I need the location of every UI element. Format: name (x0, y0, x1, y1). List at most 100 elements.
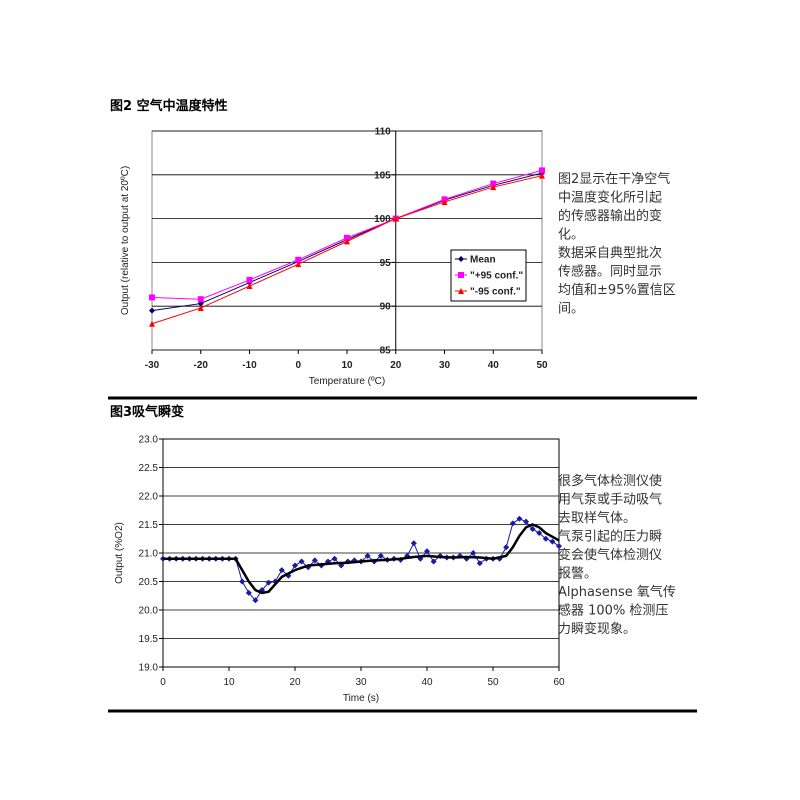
x-tick-label: 60 (553, 677, 565, 688)
marker (292, 562, 298, 569)
marker (556, 543, 562, 550)
description-line: 图2显示在干净空气 (558, 171, 670, 187)
y-tick-label: 105 (374, 170, 391, 181)
marker (298, 558, 305, 565)
description-line: 传感器。同时显示 (558, 264, 662, 280)
marker (458, 272, 464, 278)
marker (331, 555, 338, 562)
marker (149, 294, 155, 301)
description-line: 报警。 (558, 566, 597, 582)
marker (458, 288, 464, 294)
y-tick-label: 21.0 (139, 549, 159, 560)
description-line: 去取样气体。 (558, 510, 636, 526)
marker (503, 544, 510, 551)
x-tick-label: 40 (421, 677, 433, 688)
y-tick-label: 22.5 (139, 463, 159, 474)
marker (549, 538, 556, 545)
marker (278, 567, 285, 574)
y-tick-label: 90 (380, 302, 392, 313)
marker (239, 578, 246, 585)
x-tick-label: 30 (439, 360, 451, 371)
marker (539, 172, 545, 179)
description-line: 很多气体检测仪使 (558, 473, 662, 489)
x-tick-label: -20 (194, 360, 209, 371)
description-line: 用气泵或手动吸气 (558, 492, 662, 508)
marker (470, 550, 477, 556)
x-tick-label: 0 (160, 677, 166, 688)
description-line: 气泵引起的压力瞬 (558, 529, 662, 545)
marker (265, 579, 272, 586)
x-axis-label: Temperature (ºC) (309, 376, 385, 387)
x-tick-label: 50 (487, 677, 499, 688)
y-tick-label: 23.0 (139, 435, 159, 446)
y-axis-label: Output (relative to output at 20ºC) (120, 166, 131, 315)
description-line: 间。 (558, 302, 584, 317)
y-tick-label: 21.5 (139, 520, 159, 531)
series-line (163, 523, 560, 595)
description-line: 化。 (558, 228, 584, 243)
description-line: 数据采自典型批次 (558, 245, 662, 261)
marker (490, 180, 497, 187)
chart-title: 图3吸气瞬变 (110, 404, 184, 420)
y-tick-label: 19.0 (139, 663, 159, 674)
y-axis-label: Output (%O2) (114, 522, 125, 584)
x-tick-label: 20 (289, 677, 301, 688)
description-line: 均值和±95%置信区 (558, 282, 676, 298)
description-line: Alphasense 氧气传 (558, 584, 676, 600)
marker (344, 238, 350, 245)
marker (458, 256, 464, 262)
marker (539, 167, 545, 174)
description-line: 感器 100% 检测压 (558, 603, 668, 619)
marker (441, 198, 448, 205)
legend-label: Mean (470, 255, 496, 266)
marker (364, 552, 371, 559)
y-tick-label: 110 (375, 127, 392, 138)
marker (245, 589, 252, 596)
y-tick-label: 19.5 (139, 634, 159, 645)
chart-title: 图2 空气中温度特性 (110, 98, 228, 114)
y-tick-label: 22.0 (139, 492, 159, 503)
marker (149, 320, 155, 327)
x-tick-label: 30 (355, 677, 367, 688)
x-tick-label: 50 (536, 360, 548, 371)
y-tick-label: 85 (380, 346, 392, 357)
y-tick-label: 100 (374, 214, 391, 225)
marker (523, 518, 529, 525)
y-tick-label: 20.0 (139, 606, 159, 617)
description-line: 中温度变化所引起 (558, 190, 662, 206)
x-tick-label: 20 (390, 360, 402, 371)
x-tick-label: -30 (145, 360, 160, 371)
marker (344, 234, 350, 241)
marker (529, 526, 536, 533)
x-tick-label: 40 (488, 360, 500, 371)
x-axis-label: Time (s) (343, 693, 379, 704)
marker (197, 296, 204, 303)
marker (295, 256, 302, 263)
marker (536, 530, 543, 537)
marker (476, 560, 483, 567)
marker (246, 283, 253, 290)
marker (410, 540, 417, 547)
legend-label: "-95 conf." (470, 287, 521, 298)
x-tick-label: -10 (242, 360, 257, 371)
marker (509, 520, 516, 527)
marker (149, 307, 155, 314)
marker (311, 557, 318, 564)
y-tick-label: 95 (380, 258, 392, 269)
marker (377, 552, 384, 559)
marker (430, 558, 437, 565)
marker (542, 535, 549, 542)
description-line: 变会使气体检测仪 (558, 547, 662, 563)
marker (246, 276, 253, 283)
marker (392, 215, 399, 222)
marker (424, 548, 430, 555)
y-tick-label: 20.5 (139, 577, 159, 588)
marker (490, 184, 497, 191)
description-line: 的传感器输出的变 (558, 208, 662, 224)
marker (252, 597, 259, 604)
marker (295, 261, 302, 268)
x-tick-label: 10 (341, 360, 353, 371)
description-line: 力瞬变现象。 (558, 621, 636, 637)
x-tick-label: 0 (295, 360, 301, 371)
